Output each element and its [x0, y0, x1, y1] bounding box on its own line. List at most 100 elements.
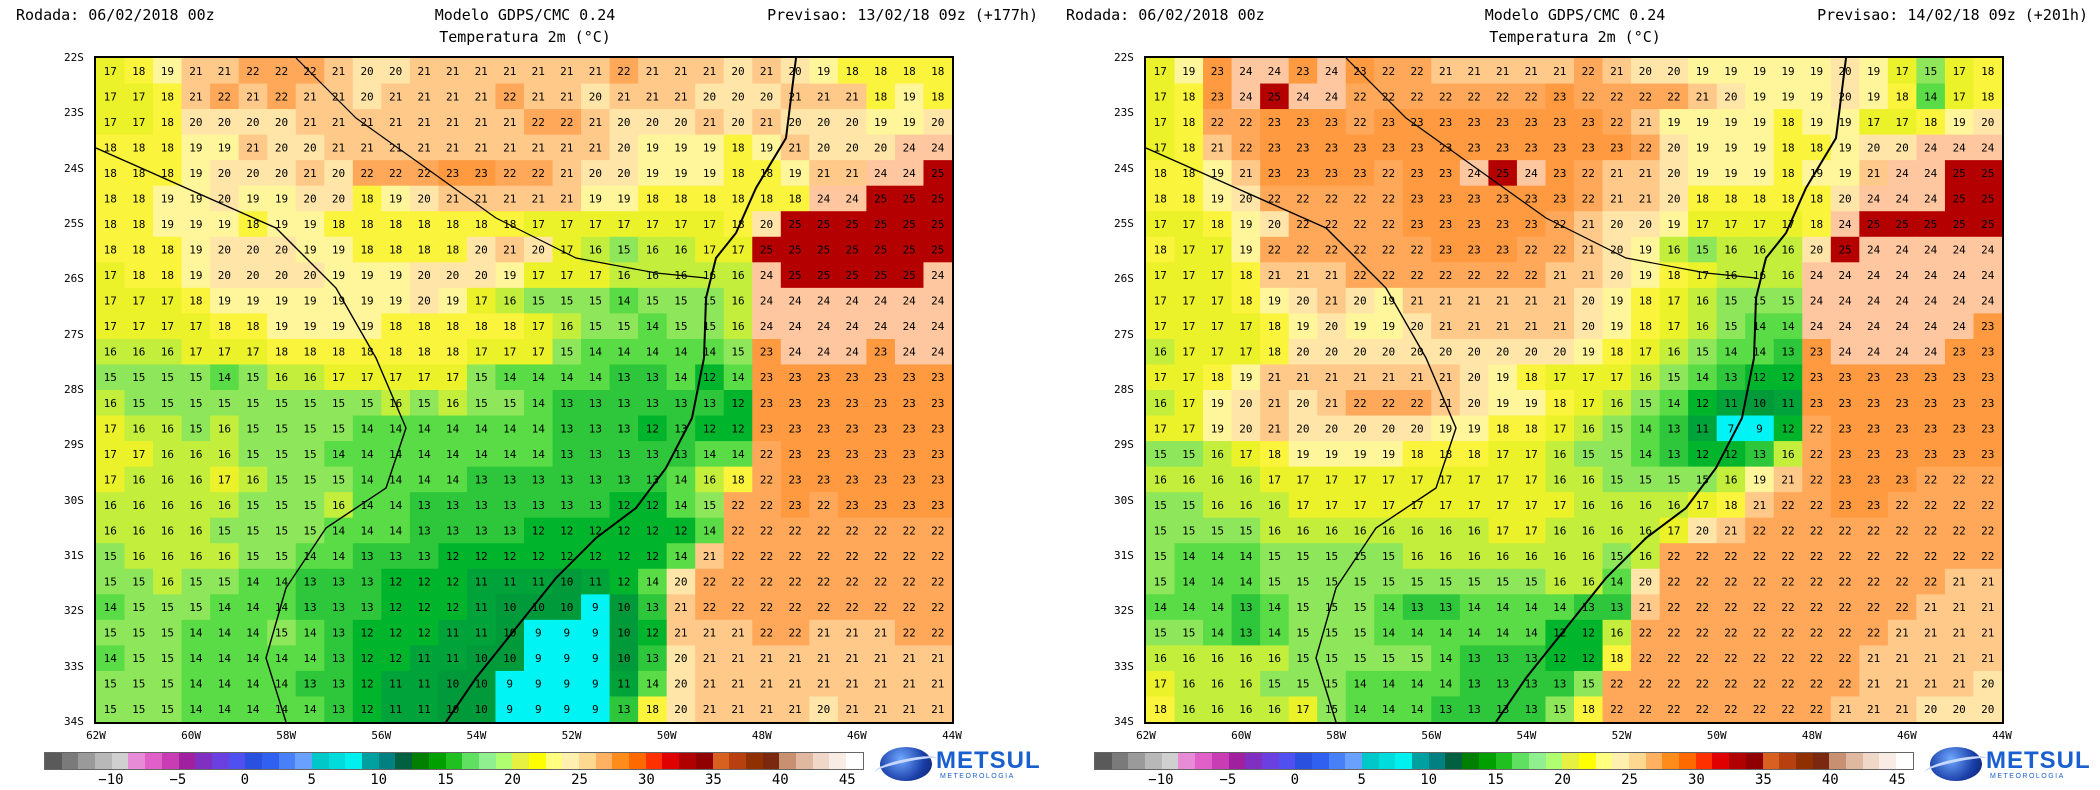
temperature-value: 21 [1981, 576, 1994, 589]
colorbar-label: 0 [1290, 772, 1300, 788]
colorbar-swatch [1712, 753, 1730, 769]
temperature-cell [609, 58, 639, 85]
temperature-value: 13 [446, 524, 459, 537]
temperature-value: 18 [1525, 371, 1538, 384]
temperature-value: 20 [1410, 346, 1423, 359]
temperature-value: 19 [1696, 65, 1709, 78]
temperature-cell [1802, 338, 1832, 366]
temperature-value: 13 [360, 576, 373, 589]
temperature-value: 21 [303, 90, 316, 103]
temperature-value: 21 [560, 65, 573, 78]
temperature-value: 22 [1810, 550, 1823, 563]
temperature-value: 22 [817, 576, 830, 589]
temperature-value: 24 [1953, 269, 1967, 282]
temperature-value: 22 [1753, 627, 1766, 640]
temperature-cell [267, 594, 297, 621]
temperature-cell [894, 211, 925, 238]
temperature-cell [238, 338, 268, 366]
temperature-cell [837, 517, 867, 544]
temperature-value: 15 [1325, 576, 1338, 589]
temperature-value: 16 [1182, 473, 1195, 486]
temperature-value: 15 [1296, 627, 1309, 640]
temperature-value: 17 [104, 473, 117, 486]
temperature-value: 20 [218, 116, 231, 129]
temperature-value: 23 [903, 422, 916, 435]
temperature-value: 23 [1867, 473, 1880, 486]
temperature-value: 22 [931, 524, 944, 537]
temperature-value: 20 [1468, 371, 1481, 384]
temperature-value: 13 [1439, 601, 1452, 614]
temperature-value: 23 [903, 371, 916, 384]
temperature-cell [666, 670, 696, 698]
temperature-value: 14 [1468, 627, 1482, 640]
temperature-value: 23 [1867, 422, 1880, 435]
temperature-value: 20 [1724, 90, 1737, 103]
temperature-value: 17 [1154, 269, 1167, 282]
temperature-value: 12 [360, 652, 373, 665]
temperature-cell [1431, 287, 1461, 314]
temperature-cell [153, 568, 183, 595]
temperature-value: 15 [132, 652, 145, 665]
temperature-value: 22 [1468, 90, 1481, 103]
temperature-value: 17 [104, 448, 117, 461]
temperature-value: 15 [1610, 550, 1623, 563]
temperature-value: 16 [1582, 473, 1595, 486]
temperature-cell [1916, 58, 1946, 85]
temperature-value: 22 [1553, 218, 1566, 231]
temperature-value: 20 [674, 116, 687, 129]
temperature-value: 12 [589, 524, 602, 537]
temperature-value: 13 [589, 499, 602, 512]
temperature-value: 21 [1953, 601, 1966, 614]
temperature-value: 17 [560, 269, 573, 282]
temperature-value: 16 [1211, 652, 1224, 665]
temperature-cell [552, 670, 582, 698]
temperature-value: 23 [1896, 397, 1909, 410]
colorbar-swatch [1762, 753, 1780, 769]
temperature-value: 15 [189, 601, 202, 614]
temperature-value: 19 [1753, 141, 1766, 154]
temperature-cell [1146, 364, 1176, 391]
temperature-value: 15 [1296, 576, 1309, 589]
temperature-cell [837, 134, 867, 161]
temperature-value: 14 [1353, 703, 1367, 716]
temperature-value: 15 [1696, 244, 1709, 257]
temperature-value: 21 [389, 90, 402, 103]
temperature-value: 17 [1439, 473, 1452, 486]
longitude-label: 48W [751, 729, 772, 742]
temperature-value: 15 [1639, 473, 1652, 486]
temperature-value: 11 [446, 652, 459, 665]
longitude-label: 58W [1326, 729, 1347, 742]
temperature-value: 20 [703, 90, 716, 103]
temperature-value: 25 [874, 192, 887, 205]
temperature-cell [837, 338, 867, 366]
temperature-cell [894, 338, 925, 366]
temperature-cell [666, 134, 696, 161]
temperature-value: 22 [1810, 473, 1823, 486]
temperature-value: 12 [360, 678, 373, 691]
temperature-value: 13 [332, 678, 345, 691]
temperature-cell [666, 466, 696, 493]
colorbar-swatch [1662, 753, 1680, 769]
temperature-cell [923, 236, 952, 263]
temperature-cell [466, 466, 497, 493]
temperature-value: 15 [218, 397, 231, 410]
temperature-value: 17 [1582, 397, 1595, 410]
temperature-value: 23 [1496, 141, 1509, 154]
temperature-value: 17 [1696, 499, 1709, 512]
temperature-cell [295, 696, 325, 722]
temperature-value: 18 [1182, 167, 1195, 180]
temperature-cell [581, 134, 611, 161]
temperature-value: 22 [1410, 269, 1423, 282]
temperature-value: 21 [218, 65, 231, 78]
temperature-cell [1459, 134, 1489, 161]
temperature-cell [96, 645, 126, 672]
metsul-logo: METSUL METEOROLOGIA [873, 745, 1045, 785]
temperature-value: 22 [846, 576, 859, 589]
colorbar-swatch [745, 753, 763, 769]
temperature-cell [96, 568, 126, 595]
temperature-cell [438, 262, 468, 289]
temperature-value: 14 [1154, 601, 1168, 614]
temperature-value: 9 [563, 627, 570, 640]
temperature-cell [923, 287, 952, 314]
temperature-value: 22 [1353, 269, 1366, 282]
